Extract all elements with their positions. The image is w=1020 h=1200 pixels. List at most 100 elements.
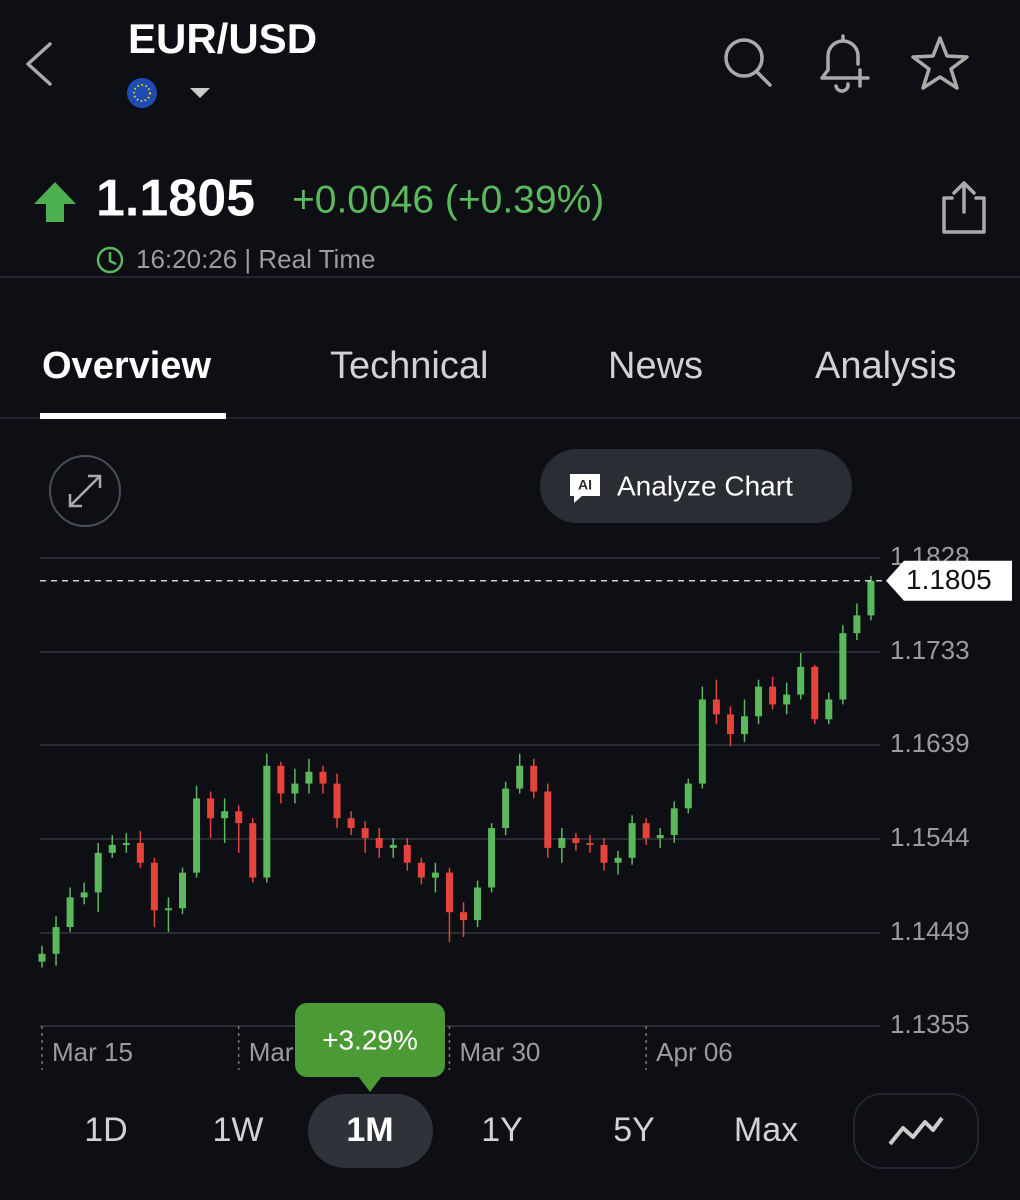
last-value-tag [886, 560, 1012, 601]
candle-body [207, 798, 215, 819]
range-option[interactable]: 5Y [613, 1111, 655, 1149]
search-icon[interactable] [724, 38, 772, 87]
candle-body [277, 765, 285, 794]
candle-body [431, 872, 439, 878]
x-tick-label: Mar 15 [52, 1037, 133, 1067]
watchlist-star[interactable] [911, 36, 969, 90]
candle-body [572, 838, 580, 843]
candle-body [530, 765, 538, 792]
candle-body [867, 580, 875, 616]
candle-body [249, 823, 257, 878]
expand-button[interactable] [49, 455, 121, 527]
candle-body [66, 897, 74, 928]
last-value-label: 1.1805 [906, 564, 992, 595]
candle-body [769, 686, 777, 705]
range-option[interactable]: 1M [346, 1111, 393, 1149]
candle-body [164, 908, 172, 911]
candle-body [389, 844, 397, 848]
price-change: +0.0046 (+0.39%) [292, 178, 604, 221]
y-tick-label: 1.1544 [890, 822, 970, 852]
candle-body [502, 788, 510, 829]
clock-icon [96, 246, 124, 274]
candle-body [853, 615, 861, 634]
price: 1.1805 [96, 170, 255, 228]
candle-body [403, 844, 411, 863]
tab[interactable]: Overview [42, 345, 211, 387]
candle-body [684, 783, 692, 809]
candle-body [38, 953, 46, 962]
candle-body [94, 852, 102, 893]
candle-body [614, 857, 622, 863]
candle-body [291, 783, 299, 794]
candle-body [755, 686, 763, 717]
candle-body [122, 842, 130, 845]
clock-hands [108, 252, 117, 266]
candle-body [488, 828, 496, 888]
candle-body [460, 912, 467, 921]
candle-body [333, 783, 341, 819]
candle-body [797, 666, 805, 695]
range-option[interactable]: Max [734, 1111, 798, 1149]
analyze-button[interactable]: AI Analyze Chart [540, 449, 852, 523]
candle-body [221, 811, 229, 819]
candle-body [516, 765, 524, 789]
candle-body [361, 828, 369, 839]
candle-body [600, 844, 608, 863]
y-tick-label: 1.1355 [890, 1009, 970, 1039]
y-tick-label: 1.1639 [890, 728, 970, 758]
title: EUR/USD [128, 15, 317, 62]
back-button[interactable] [26, 42, 52, 86]
share-icon[interactable] [942, 181, 986, 234]
range-bar: 1D 1W 1M 1Y 5Y Max [84, 1111, 798, 1149]
period-badge: +3.29% [295, 1003, 445, 1092]
tab[interactable]: News [608, 345, 703, 387]
svg-text:AI: AI [578, 477, 592, 493]
candle-body [698, 699, 706, 784]
candle-body [347, 818, 355, 829]
candle-body [150, 862, 158, 911]
range-option[interactable]: 1W [213, 1111, 264, 1149]
candle-body [417, 862, 425, 878]
candle-body [628, 823, 636, 858]
candle-body [839, 633, 847, 700]
candle-body [726, 714, 734, 735]
candle-body [558, 838, 566, 848]
y-tick-label: 1.1449 [890, 916, 970, 946]
candle-body [305, 771, 313, 784]
candle-body [783, 694, 791, 705]
candle-body [670, 808, 678, 836]
candle-body [642, 823, 650, 839]
y-tick-label: 1.1733 [890, 635, 970, 665]
chart-type-button[interactable] [853, 1093, 979, 1169]
candle-body [319, 771, 327, 784]
candle-body [544, 791, 552, 848]
alert-icon[interactable] [820, 34, 870, 93]
candle-body [825, 699, 833, 720]
candle-body [179, 872, 186, 909]
quote-time: 16:20:26 | Real Time [136, 244, 375, 274]
candle-body [474, 887, 482, 921]
candle-body [656, 835, 664, 839]
eu-flag[interactable] [127, 78, 157, 108]
candle-body [235, 811, 243, 824]
candle-body [586, 842, 594, 845]
candle-body [811, 666, 819, 720]
candle-body [712, 699, 720, 715]
candle-body [193, 798, 201, 873]
tab-underline [40, 413, 226, 419]
range-selected [308, 1094, 433, 1168]
analyze-label: Analyze Chart [617, 470, 793, 501]
up-arrow [34, 182, 76, 222]
tab[interactable]: Technical [330, 345, 488, 387]
range-option[interactable]: 1D [84, 1111, 127, 1149]
tab[interactable]: Analysis [815, 345, 957, 387]
range-option[interactable]: 1Y [481, 1111, 523, 1149]
dropdown[interactable] [190, 88, 210, 98]
candle-body [52, 927, 60, 954]
candle-body [741, 716, 748, 735]
candle-body [80, 892, 88, 898]
candle-body [108, 844, 116, 853]
